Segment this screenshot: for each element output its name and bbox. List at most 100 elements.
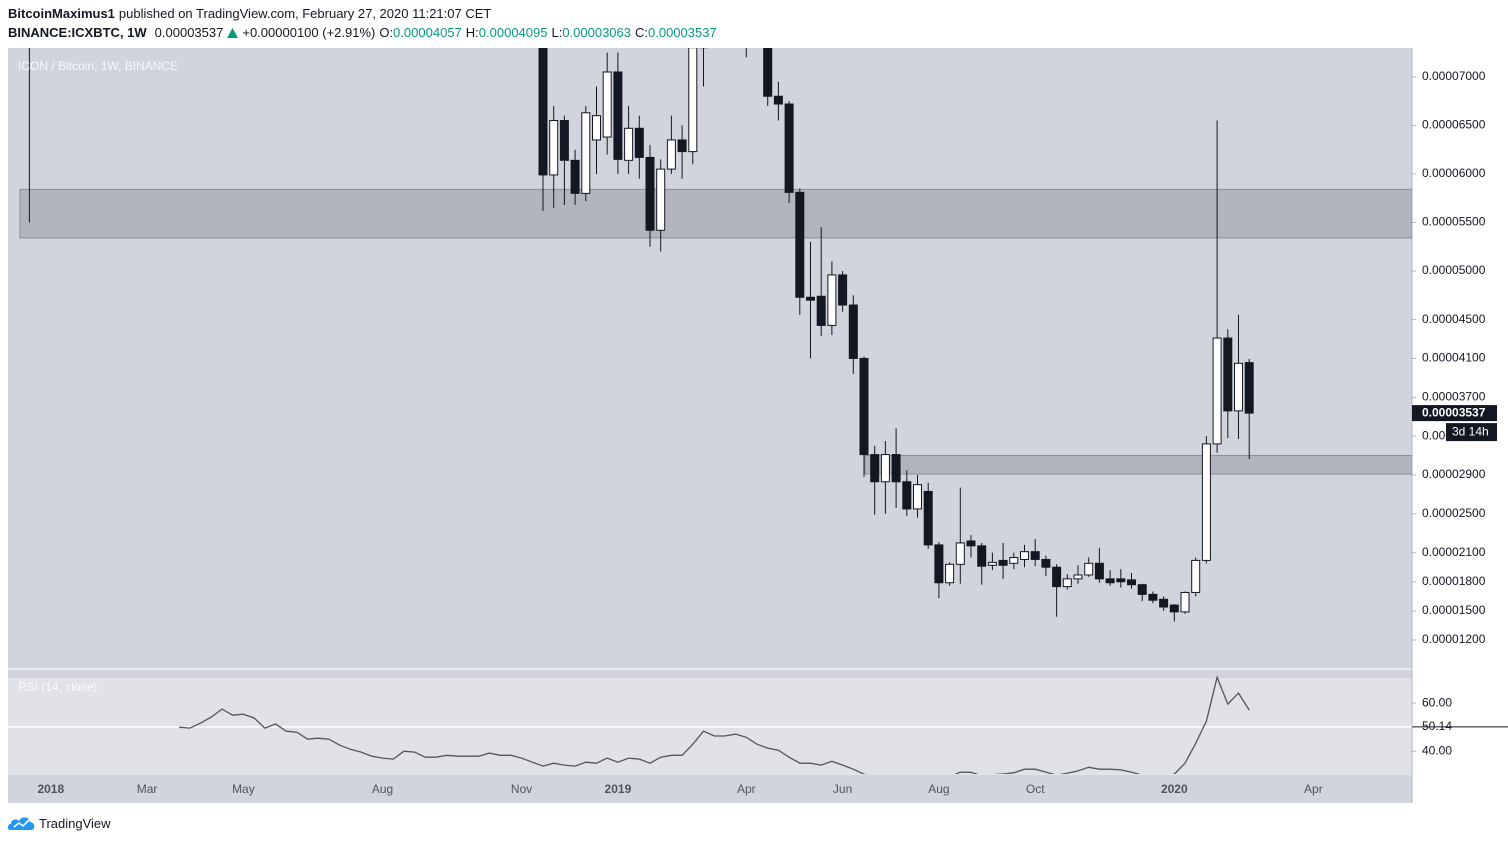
up-arrow (227, 27, 239, 38)
countdown: 3d 14h (1452, 424, 1489, 438)
ohlc-value: 0.00003537 (648, 25, 717, 40)
candle-body (1073, 574, 1083, 580)
ohlc-value: 0.00004057 (393, 25, 462, 40)
candle-body (827, 274, 837, 326)
candle-body (945, 563, 955, 584)
rsi-tick-label: 60.00 (1422, 695, 1452, 709)
published: published on TradingView.com, February 2… (118, 6, 492, 21)
change: +0.00000100 (+2.91%) (242, 25, 376, 40)
price-label: 0.00003537 (1422, 405, 1486, 419)
publish-line: BitcoinMaximus1 published on TradingView… (8, 6, 495, 21)
y-tick-label: 0.00001800 (1422, 574, 1486, 588)
countdown-bg (1446, 423, 1497, 442)
x-tick-label: Nov (511, 782, 532, 796)
y-tick-label: 0.00002900 (1422, 467, 1486, 481)
y-tick-label: 0.00004500 (1422, 312, 1486, 326)
ohlc-label: H: (465, 25, 479, 40)
zone (19, 188, 1412, 239)
candle-body (570, 159, 580, 194)
candle-body (1030, 551, 1040, 560)
candle-body (1105, 578, 1115, 584)
candle-body (1094, 562, 1104, 580)
y-tick-label: 0.00007000 (1422, 69, 1486, 83)
candle-body (902, 481, 912, 510)
candle-body (592, 115, 601, 141)
candle-body (1169, 604, 1179, 613)
price-pane (19, 0, 1412, 622)
candle-body (934, 544, 944, 584)
y-tick-label: 0.00006500 (1422, 118, 1486, 132)
x-tick-label: 2020 (1161, 782, 1188, 796)
ohlc-o: O:0.00004057 (379, 25, 461, 40)
candle-body (891, 454, 901, 483)
candle-body (1052, 566, 1062, 588)
ohlc-label: L: (551, 25, 563, 40)
candle-body (795, 191, 805, 298)
rsi-tick-label: 40.00 (1422, 743, 1452, 757)
ohlc-label: O: (379, 25, 394, 40)
candle-body (1148, 593, 1158, 601)
candle-body (966, 540, 976, 547)
candle-body (806, 296, 815, 301)
symbol: BINANCE:ICXBTC, 1W (8, 25, 147, 40)
candle-body (1212, 337, 1222, 445)
candle-body (998, 559, 1008, 566)
x-tick-label: Mar (137, 782, 158, 796)
ohlc-h: H:0.00004095 (466, 25, 548, 40)
candle-body (549, 120, 559, 176)
candle-body (688, 48, 698, 153)
candle-body (1041, 558, 1051, 568)
ohlc-label: C: (635, 25, 648, 40)
candle-body (1191, 559, 1201, 593)
price-label-bg (1412, 405, 1497, 422)
candle-body (859, 357, 869, 456)
candle-body (816, 295, 826, 326)
x-tick-label: Apr (1304, 782, 1323, 796)
candle-body (1244, 362, 1254, 414)
candle-body (666, 139, 676, 170)
candle-body (1201, 443, 1211, 561)
candle-body (1223, 337, 1233, 412)
brand: TradingView (39, 815, 111, 831)
candle-body (923, 490, 933, 546)
symbol-line: BINANCE:ICXBTC, 1W 0.00003537 +0.0000010… (8, 25, 721, 40)
y-tick-label: 0.00006000 (1422, 166, 1486, 180)
candle-body (742, 9, 750, 33)
rsi-pane (8, 676, 1412, 774)
candle-body (677, 139, 687, 153)
chart-title: ICON / Bitcoin, 1W, BINANCE (18, 59, 178, 73)
candle-body (645, 156, 655, 231)
x-tick-label: 2018 (37, 782, 64, 796)
rsi-band (8, 678, 1412, 773)
candle-body (880, 454, 890, 483)
candle-body (624, 127, 634, 161)
y-tick-label: 0.00001500 (1422, 603, 1486, 617)
candle-body (1062, 578, 1072, 588)
ohlc-l: L:0.00003063 (551, 25, 631, 40)
candle-body (784, 103, 794, 193)
candle-body (1159, 598, 1169, 608)
candle-body (538, 48, 548, 176)
candle-body (870, 454, 880, 483)
candle-body (1020, 551, 1029, 560)
candle-body (1116, 578, 1126, 583)
chart: 0.00001200 0.00001500 0.00001800 0.00002100… (8, 0, 1508, 803)
y-tick-label: 0.00005500 (1422, 215, 1486, 229)
candle-body (559, 120, 569, 161)
candle-body (763, 48, 773, 97)
candle-body (848, 304, 858, 359)
candle-body (1127, 579, 1136, 586)
x-tick-label: Aug (372, 782, 393, 796)
candle-body (1009, 556, 1019, 564)
x-tick-label: Aug (928, 782, 949, 796)
candle-body (838, 274, 848, 306)
candle-body (656, 168, 666, 231)
candle-body (710, 0, 718, 28)
candle-body (1084, 562, 1094, 576)
candle-body (773, 95, 783, 105)
candle-body (955, 542, 965, 565)
chart-background (8, 48, 1412, 803)
candle-body (699, 48, 708, 49)
footer: TradingView (8, 814, 111, 832)
